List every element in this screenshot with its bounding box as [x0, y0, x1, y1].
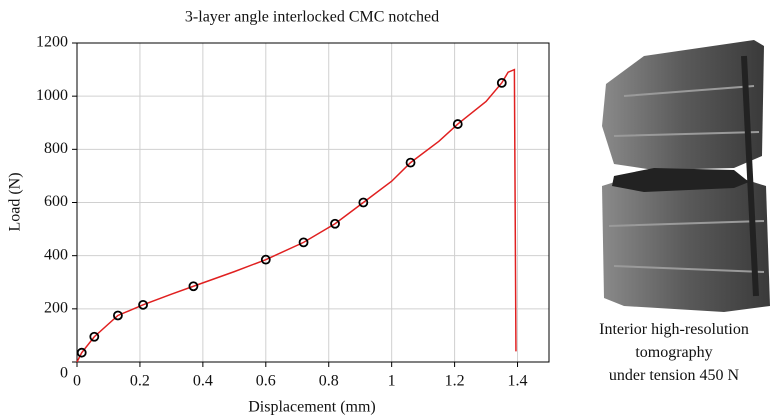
data-point [330, 218, 340, 229]
x-tick-label: 0.4 [193, 373, 213, 390]
data-line [76, 68, 517, 363]
x-tick-label: 0.6 [256, 373, 276, 390]
chart: 3-layer angle interlocked CMC notched Di… [7, 9, 550, 416]
y-tick-label: 600 [44, 193, 68, 210]
data-point [188, 281, 199, 292]
y-axis-label: Load (N) [7, 172, 24, 231]
x-tick-label: 1.2 [445, 373, 465, 390]
y-tick-label: 1000 [36, 87, 68, 104]
data-point [76, 347, 87, 358]
data-point [452, 119, 463, 129]
image-caption: Interior high-resolution tomography unde… [566, 318, 782, 387]
data-point [496, 77, 507, 88]
data-point [405, 157, 416, 168]
caption-line: Interior high-resolution [599, 321, 749, 338]
data-point [298, 237, 309, 248]
x-tick-label: 1.4 [508, 373, 528, 390]
y-tick-label: 0 [60, 365, 68, 382]
x-tick-label: 0.8 [319, 373, 339, 390]
data-point [260, 254, 271, 265]
data-point [113, 310, 123, 321]
y-tick-label: 400 [44, 246, 68, 263]
caption-line: under tension 450 N [608, 367, 740, 384]
tomography-image [602, 40, 770, 312]
x-tick-label: 0 [73, 373, 81, 390]
x-tick-label: 0.2 [130, 373, 150, 390]
y-tick-label: 200 [44, 300, 68, 317]
caption-line: tomography [635, 344, 713, 361]
x-axis-label: Displacement (mm) [248, 399, 376, 416]
plot-frame [76, 42, 550, 363]
y-tick-label: 800 [44, 140, 68, 157]
x-tick-label: 1 [388, 373, 396, 390]
data-point [358, 197, 369, 208]
y-tick-label: 1200 [36, 34, 68, 51]
data-point [89, 331, 100, 342]
data-point [138, 299, 148, 310]
chart-title: 3-layer angle interlocked CMC notched [185, 9, 439, 26]
